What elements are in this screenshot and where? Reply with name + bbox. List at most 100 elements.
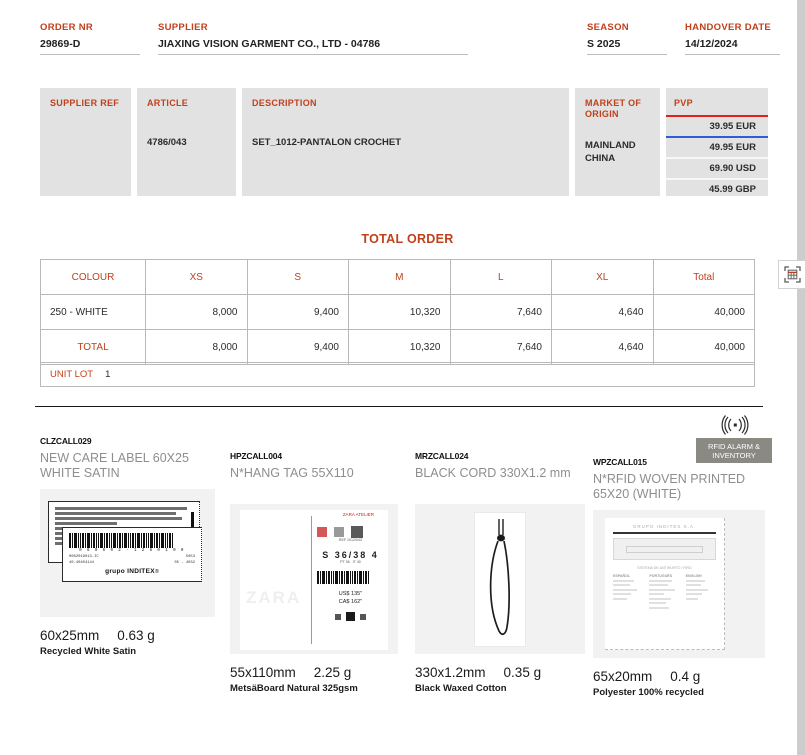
qr-code-icon <box>350 526 363 538</box>
article-value: 4786/043 <box>147 137 187 148</box>
field-supplier: SUPPLIER JIAXING VISION GARMENT CO., LTD… <box>158 22 468 55</box>
component-title: BLACK CORD 330X1.2 mm <box>415 466 571 480</box>
component-meta: 60x25mm 0.63 g <box>40 628 230 643</box>
field-handover-date: HANDOVER DATE 14/12/2024 <box>685 22 780 55</box>
column-header-colour: COLOUR <box>40 259 146 295</box>
hang-tag-top-red-text: ZARA ATELIER <box>342 512 374 517</box>
component-rfid-woven-label[interactable]: WPZCALL015 N*RFID WOVEN PRINTED 65X20 (W… <box>593 456 783 698</box>
pvp-list: 39.95 EUR 49.95 EUR 69.90 USD 45.99 GBP <box>666 115 768 199</box>
component-care-label[interactable]: CLZCALL029 NEW CARE LABEL 60X25 WHITE SA… <box>40 435 230 698</box>
pvp-item: 45.99 GBP <box>709 184 756 195</box>
column-header-l: L <box>449 259 552 295</box>
column-header-m: M <box>348 259 451 295</box>
panel-market-of-origin: MARKET OF ORIGIN MAINLAND CHINA <box>575 88 660 196</box>
supplier-label: SUPPLIER <box>158 22 208 33</box>
rfid-column-es: ESPAÑOL <box>613 574 643 612</box>
component-image[interactable]: ZARA ATELIER ZARA REF 1012/043 S 36/38 4… <box>230 504 398 654</box>
component-title: N*RFID WOVEN PRINTED 65X20 (WHITE) <box>593 472 746 501</box>
supplier-underline <box>158 54 468 55</box>
component-material: MetsäBoard Natural 325gsm <box>230 683 358 694</box>
rfid-alarm-inventory-badge: RFID ALARM & INVENTORY <box>696 438 772 463</box>
cell-xl: 4,640 <box>551 294 654 330</box>
rfid-column-title: ESPAÑOL <box>613 573 631 578</box>
unit-lot-row: UNIT LOT 1 <box>40 362 755 387</box>
rfid-label-rule <box>613 532 716 534</box>
right-scroll-gutter[interactable] <box>797 0 805 755</box>
component-code: WPZCALL015 <box>593 457 647 467</box>
component-code: HPZCALL004 <box>230 451 282 461</box>
description-value: SET_1012-PANTALON CROCHET <box>252 137 402 148</box>
cord-artwork <box>474 512 526 647</box>
component-hang-tag[interactable]: HPZCALL004 N*HANG TAG 55X110 ZARA ATELIE… <box>230 450 415 698</box>
hang-tag-bottom-icons <box>317 612 384 621</box>
component-material: Polyester 100% recycled <box>593 687 704 698</box>
cell-total-m: 10,320 <box>348 329 451 365</box>
care-label-brand: grupo INDITEX® <box>69 568 195 575</box>
care-label-overlay: 0 6 0 6 0 2 - 1 2 6 0 1 0 0 0082019013-I… <box>62 527 202 582</box>
component-black-cord[interactable]: MRZCALL024 BLACK CORD 330X1.2 mm 330x1.2… <box>415 450 593 698</box>
description-label: DESCRIPTION <box>252 98 317 108</box>
market-of-origin-value: MAINLAND CHINA <box>585 140 636 164</box>
component-weight: 0.35 g <box>503 665 542 680</box>
component-dimensions: 60x25mm <box>40 628 100 643</box>
cell-xs: 8,000 <box>145 294 248 330</box>
cell-total-xs: 8,000 <box>145 329 248 365</box>
component-meta: 65x20mm 0.4 g <box>593 669 783 684</box>
rfid-column-en: ENGLISH <box>685 574 716 612</box>
handover-date-label: HANDOVER DATE <box>685 22 772 33</box>
rfid-label-subheader: SISTEMA DE ANTIHURTO / RFID <box>637 565 692 570</box>
field-order-nr: ORDER NR 29869-D <box>40 22 140 55</box>
component-title: N*HANG TAG 55X110 <box>230 466 354 480</box>
care-label-meta-row-1: 0082019013-IC 5053 <box>69 555 195 559</box>
pictogram-icon <box>334 613 341 620</box>
component-material: Black Waxed Cotton <box>415 683 507 694</box>
component-meta: 55x110mm 2.25 g <box>230 665 415 680</box>
order-nr-underline <box>40 54 140 55</box>
pvp-item: 39.95 EUR <box>709 121 756 132</box>
barcode-small-icon <box>359 613 366 620</box>
season-value: S 2025 <box>587 38 621 50</box>
hang-tag-right-panel: REF 1012/043 S 36/38 4 PT 36 IT 40 <box>316 526 384 621</box>
cell-total-l: 7,640 <box>449 329 552 365</box>
rfid-wave-icon <box>718 415 752 435</box>
cell-l: 7,640 <box>449 294 552 330</box>
left-gutter <box>0 0 18 755</box>
hang-tag-artwork: ZARA ATELIER ZARA REF 1012/043 S 36/38 4… <box>240 510 388 650</box>
cell-s: 9,400 <box>246 294 349 330</box>
component-dimensions: 330x1.2mm <box>415 665 486 680</box>
hang-tag-icon-row <box>316 526 384 538</box>
rfid-label-columns: ESPAÑOL PORTUGUÊS ENGLISH <box>613 574 716 612</box>
component-code: CLZCALL029 <box>40 436 92 446</box>
components-row: CLZCALL029 NEW CARE LABEL 60X25 WHITE SA… <box>40 430 797 698</box>
info-panels: SUPPLIER REF ARTICLE 4786/043 DESCRIPTIO… <box>40 88 780 196</box>
hang-tag-barcode <box>316 571 384 584</box>
rfid-label-header: GRUPO INDITEX S.A. <box>632 524 697 529</box>
unit-lot-label: UNIT LOT <box>50 369 94 380</box>
rfid-column-title: PORTUGUÊS <box>649 573 673 578</box>
panel-article: ARTICLE 4786/043 <box>137 88 236 196</box>
component-image[interactable] <box>415 504 585 654</box>
component-image[interactable]: 0 6 0 6 0 2 - 1 2 6 0 1 0 0 0082019013-I… <box>40 489 215 617</box>
section-divider <box>35 406 763 407</box>
hang-tag-fold-line <box>311 516 313 644</box>
season-underline <box>587 54 667 55</box>
component-image[interactable]: GRUPO INDITEX S.A. SISTEMA DE ANTIHURTO … <box>593 510 765 658</box>
component-weight: 0.4 g <box>670 669 701 684</box>
pvp-separator <box>666 115 768 117</box>
rfid-antenna <box>613 537 716 560</box>
component-weight: 0.63 g <box>117 628 155 643</box>
cell-m: 10,320 <box>348 294 451 330</box>
hang-tag-size: S 36/38 4 <box>322 550 379 560</box>
care-label-meta-right-2: 05 - 4032 <box>174 561 195 565</box>
table-grid-icon[interactable] <box>778 260 805 289</box>
pvp-separator <box>666 157 768 159</box>
season-label: SEASON <box>587 22 629 33</box>
column-header-xl: XL <box>551 259 654 295</box>
market-of-origin-label: MARKET OF ORIGIN <box>585 98 642 119</box>
order-nr-value: 29869-D <box>40 38 81 50</box>
hang-tag-size-caption: REF 1012/043 <box>338 538 363 542</box>
cell-total-label: TOTAL <box>40 329 146 365</box>
pvp-separator <box>666 136 768 138</box>
care-label-brand-text: grupo INDITEX <box>105 567 155 575</box>
hang-tag-size-subcaption: PT 36 IT 40 <box>340 560 361 564</box>
